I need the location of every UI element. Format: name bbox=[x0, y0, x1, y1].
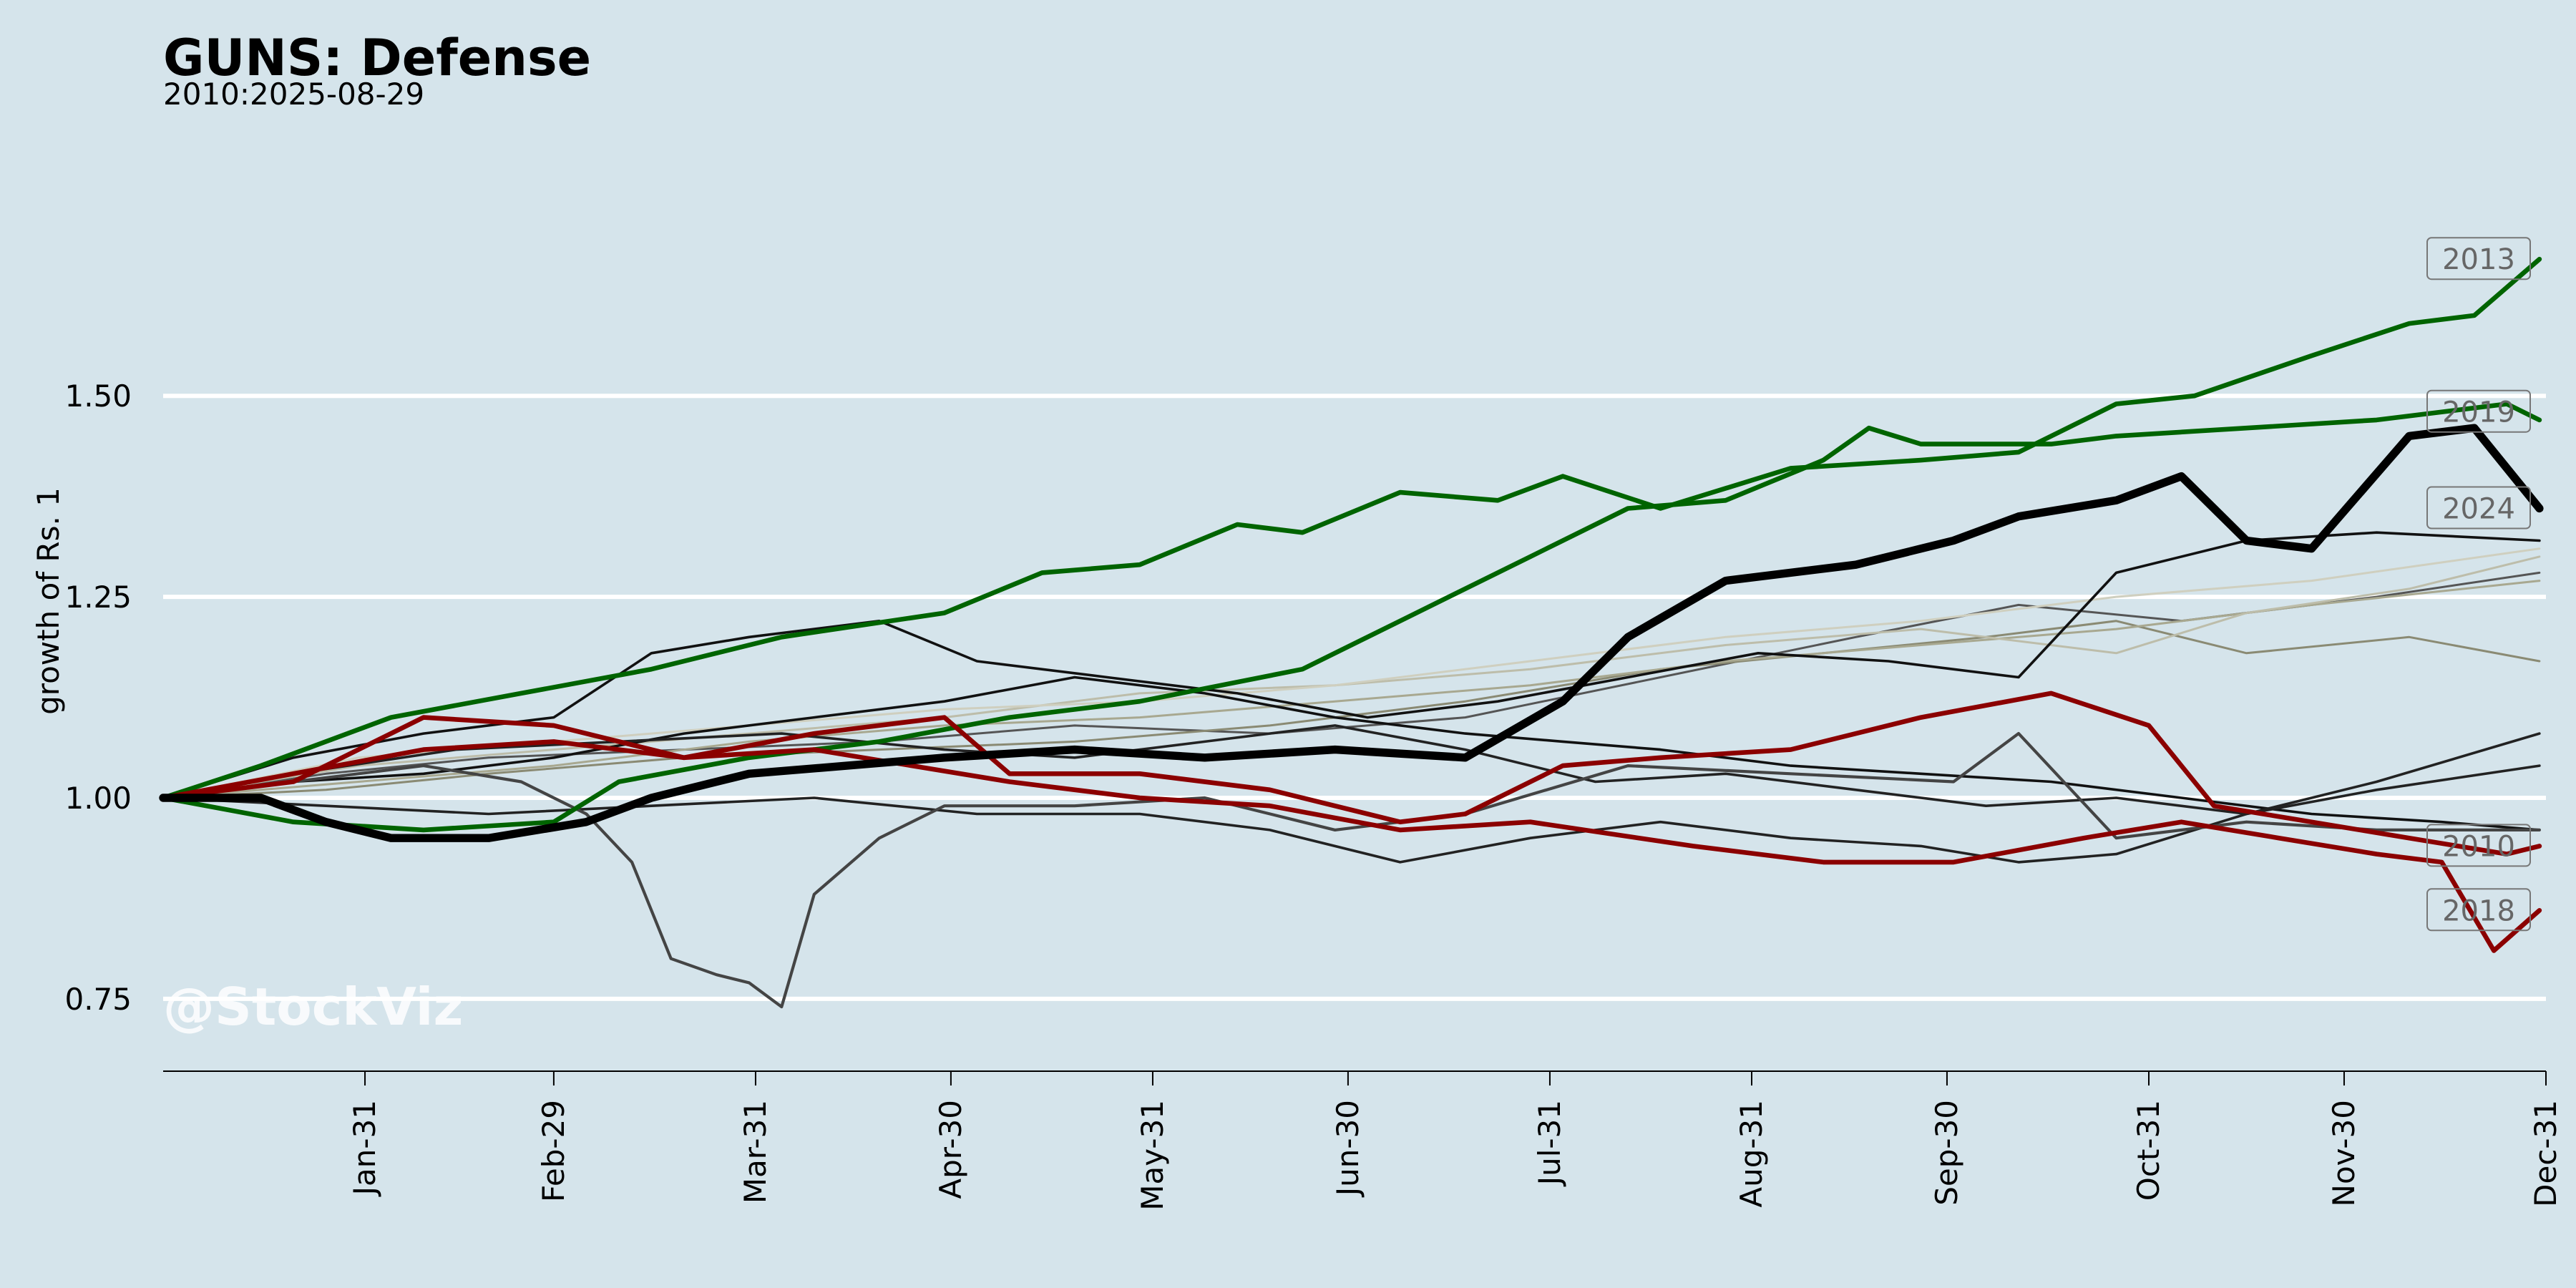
end-label-box bbox=[2426, 389, 2531, 433]
end-label-text: 2024 bbox=[2442, 493, 2515, 526]
series-line bbox=[162, 580, 2541, 799]
series-line bbox=[162, 675, 2541, 831]
series-line bbox=[162, 724, 2541, 816]
end-label-2018: 2018 bbox=[2426, 888, 2531, 932]
end-label-box bbox=[2426, 824, 2531, 867]
x-tick-label: Dec-31 bbox=[2528, 1100, 2563, 1207]
gridlines bbox=[163, 394, 2546, 1001]
x-tick-label: Aug-31 bbox=[1734, 1100, 1769, 1208]
series-line-2019 bbox=[160, 401, 2542, 833]
y-tick-label: 1.50 bbox=[64, 379, 132, 414]
end-label-text: 2018 bbox=[2442, 894, 2515, 927]
chart-subtitle: 2010:2025-08-29 bbox=[163, 77, 424, 112]
end-label-2013: 2013 bbox=[2426, 237, 2531, 280]
end-label-box bbox=[2426, 486, 2531, 530]
x-tick-label: Mar-31 bbox=[738, 1100, 773, 1204]
end-label-text: 2013 bbox=[2442, 243, 2515, 276]
y-tick-label: 1.25 bbox=[64, 580, 132, 615]
series-line-2024 bbox=[159, 424, 2544, 842]
y-tick-label: 0.75 bbox=[64, 982, 132, 1017]
end-labels: 2013 2019 2024 2010 2018 bbox=[2426, 237, 2531, 932]
x-tick-label: Jul-31 bbox=[1532, 1100, 1567, 1187]
x-tick-label: Sep-30 bbox=[1929, 1100, 1964, 1206]
series-line-2018 bbox=[160, 739, 2542, 953]
y-tick-label: 1.00 bbox=[64, 781, 132, 816]
end-label-text: 2019 bbox=[2442, 396, 2515, 429]
x-tick-label: Oct-31 bbox=[2131, 1100, 2166, 1201]
end-label-text: 2010 bbox=[2442, 830, 2515, 863]
end-label-box bbox=[2426, 237, 2531, 280]
series-line-2013 bbox=[160, 256, 2542, 801]
series-lines bbox=[159, 256, 2544, 1009]
series-line bbox=[162, 571, 2541, 799]
x-tick-label: Feb-29 bbox=[536, 1100, 571, 1202]
series-line bbox=[161, 731, 2541, 1009]
x-tick-label: Jan-31 bbox=[347, 1100, 382, 1197]
series-line bbox=[162, 547, 2541, 799]
x-ticks: Jan-31 Feb-29 Mar-31 Apr-30 May-31 Jun-30 Jul-… bbox=[347, 1071, 2563, 1211]
series-line bbox=[162, 620, 2541, 799]
y-axis-label: growth of Rs. 1 bbox=[31, 487, 66, 715]
end-label-2024: 2024 bbox=[2426, 486, 2531, 530]
end-label-box bbox=[2426, 888, 2531, 932]
end-label-2010: 2010 bbox=[2426, 824, 2531, 867]
x-tick-label: Apr-30 bbox=[933, 1100, 968, 1199]
series-line-2010 bbox=[160, 691, 2542, 857]
x-tick-label: Jun-30 bbox=[1330, 1100, 1365, 1198]
x-tick-label: Nov-30 bbox=[2326, 1100, 2361, 1206]
end-label-2019: 2019 bbox=[2426, 389, 2531, 433]
y-tick-labels: 0.75 1.00 1.25 1.50 bbox=[64, 379, 132, 1017]
series-line bbox=[162, 531, 2541, 799]
watermark: @StockViz bbox=[163, 977, 463, 1037]
chart-title: GUNS: Defense bbox=[163, 29, 591, 87]
x-tick-label: May-31 bbox=[1135, 1100, 1170, 1211]
